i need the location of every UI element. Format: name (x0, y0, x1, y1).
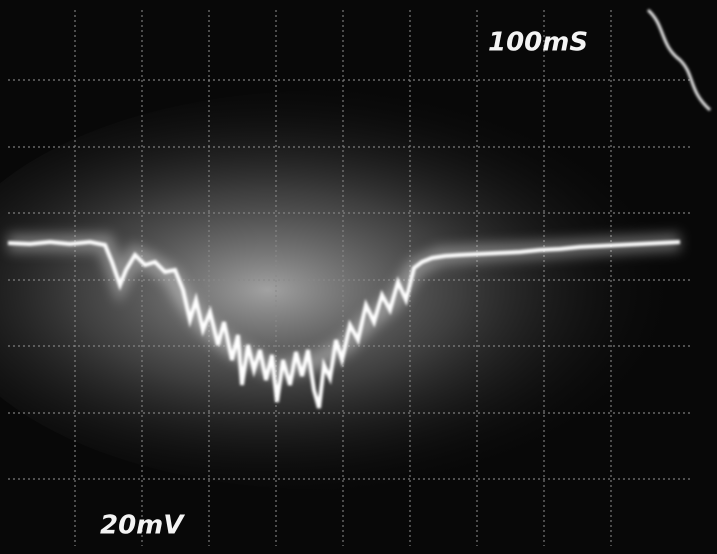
oscilloscope-screen: 100mS 20mV (0, 0, 717, 554)
page: {"display": {"timebase": "100mS", "volta… (0, 0, 717, 554)
timebase-label: 100mS (488, 28, 588, 58)
voltage-label: 20mV (100, 511, 185, 541)
